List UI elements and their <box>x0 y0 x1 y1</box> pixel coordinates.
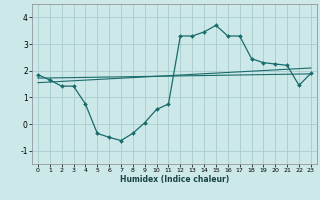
X-axis label: Humidex (Indice chaleur): Humidex (Indice chaleur) <box>120 175 229 184</box>
